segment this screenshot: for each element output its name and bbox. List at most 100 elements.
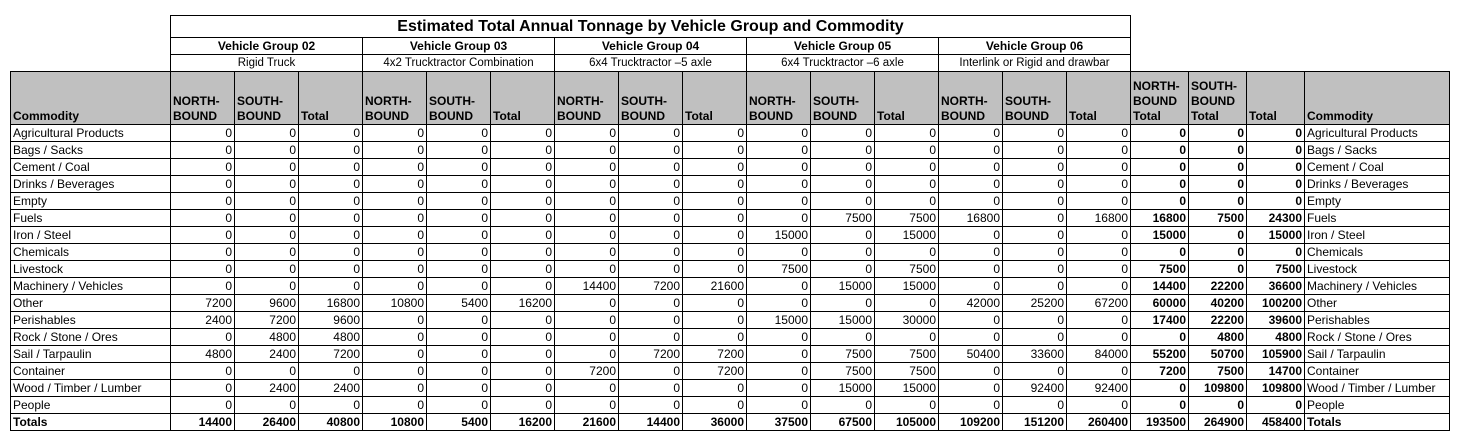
commodity-cell: Wood / Timber / Lumber xyxy=(10,379,171,397)
value-cell: 26400 xyxy=(234,413,299,431)
value-cell: 0 xyxy=(938,311,1003,329)
commodity-cell: Container xyxy=(10,362,171,380)
value-cell: 0 xyxy=(874,243,939,261)
value-cell: 105000 xyxy=(874,413,939,431)
commodity-cell-right: Bags / Sacks xyxy=(1304,141,1450,159)
header-southbound: SOUTH- BOUND xyxy=(618,71,683,125)
value-cell: 0 xyxy=(170,175,235,193)
value-cell: 0 xyxy=(1002,124,1067,142)
table-row: People 0 0 0 0 0 0 0 0 0 0 0 0 0 0 0 0 0 0 People xyxy=(10,396,1450,414)
value-cell: 0 xyxy=(554,311,619,329)
commodity-cell: Totals xyxy=(10,413,171,431)
value-cell: 0 xyxy=(682,243,747,261)
value-cell: 0 xyxy=(682,311,747,329)
table-row: Drinks / Beverages 0 0 0 0 0 0 0 0 0 0 0 0 0 0 0 0 0 0 Drin… xyxy=(10,175,1450,193)
table-title: Estimated Total Annual Tonnage by Vehicl… xyxy=(170,15,1131,38)
value-cell: 0 xyxy=(490,328,555,346)
value-cell: 21600 xyxy=(682,277,747,295)
value-cell: 0 xyxy=(554,379,619,397)
value-cell: 0 xyxy=(554,396,619,414)
value-cell: 0 xyxy=(170,243,235,261)
value-cell: 0 xyxy=(618,294,683,312)
value-cell: 0 xyxy=(938,226,1003,244)
value-cell: 0 xyxy=(746,396,811,414)
value-cell: 5400 xyxy=(426,294,491,312)
value-cell: 0 xyxy=(554,175,619,193)
value-cell: 0 xyxy=(298,124,363,142)
value-cell: 0 xyxy=(746,379,811,397)
value-cell: 15000 xyxy=(810,311,875,329)
total-cell: 0 xyxy=(1130,141,1189,159)
value-cell: 0 xyxy=(362,260,427,278)
value-cell: 0 xyxy=(426,362,491,380)
value-cell: 2400 xyxy=(234,379,299,397)
value-cell: 0 xyxy=(554,141,619,159)
value-cell: 92400 xyxy=(1002,379,1067,397)
value-cell: 15000 xyxy=(810,379,875,397)
total-cell: 0 xyxy=(1188,226,1247,244)
value-cell: 7500 xyxy=(746,260,811,278)
total-cell: 0 xyxy=(1246,158,1305,176)
value-cell: 67200 xyxy=(1066,294,1131,312)
value-cell: 14400 xyxy=(554,277,619,295)
value-cell: 0 xyxy=(426,158,491,176)
value-cell: 0 xyxy=(1002,175,1067,193)
value-cell: 260400 xyxy=(1066,413,1131,431)
value-cell: 0 xyxy=(810,192,875,210)
value-cell: 0 xyxy=(490,209,555,227)
value-cell: 0 xyxy=(362,141,427,159)
value-cell: 0 xyxy=(170,277,235,295)
header-southbound: SOUTH- BOUND xyxy=(1002,71,1067,125)
group-name: Vehicle Group 05 xyxy=(746,37,939,55)
value-cell: 9600 xyxy=(298,311,363,329)
header-total: Total xyxy=(682,71,747,125)
commodity-cell-right: Fuels xyxy=(1304,209,1450,227)
total-cell: 458400 xyxy=(1246,413,1305,431)
commodity-cell-right: Sail / Tarpaulin xyxy=(1304,345,1450,363)
value-cell: 2400 xyxy=(298,379,363,397)
value-cell: 0 xyxy=(490,124,555,142)
value-cell: 0 xyxy=(362,243,427,261)
value-cell: 0 xyxy=(938,192,1003,210)
value-cell: 92400 xyxy=(1066,379,1131,397)
value-cell: 0 xyxy=(554,294,619,312)
total-cell: 15000 xyxy=(1130,226,1189,244)
value-cell: 0 xyxy=(362,226,427,244)
value-cell: 15000 xyxy=(810,277,875,295)
header-southbound: SOUTH- BOUND xyxy=(234,71,299,125)
value-cell: 0 xyxy=(490,175,555,193)
value-cell: 0 xyxy=(298,192,363,210)
value-cell: 0 xyxy=(938,396,1003,414)
value-cell: 0 xyxy=(1066,243,1131,261)
value-cell: 0 xyxy=(810,226,875,244)
value-cell: 0 xyxy=(938,277,1003,295)
value-cell: 0 xyxy=(1002,226,1067,244)
header-southbound-total: SOUTH- BOUND Total xyxy=(1188,71,1247,125)
table-row: Other 7200 9600 16800 10800 5400 16200 0 0 0 0 0 0 42… xyxy=(10,294,1450,312)
value-cell: 0 xyxy=(554,192,619,210)
value-cell: 7200 xyxy=(618,345,683,363)
header-northbound-total: NORTH- BOUND Total xyxy=(1130,71,1189,125)
blank-cell xyxy=(10,54,171,72)
value-cell: 0 xyxy=(682,175,747,193)
value-cell: 0 xyxy=(1002,396,1067,414)
value-cell: 0 xyxy=(618,209,683,227)
commodity-cell-right: Perishables xyxy=(1304,311,1450,329)
table-row: Empty 0 0 0 0 0 0 0 0 0 0 0 0 0 0 0 0 0 0 Empty xyxy=(10,192,1450,210)
value-cell: 9600 xyxy=(234,294,299,312)
commodity-cell: Livestock xyxy=(10,260,171,278)
total-cell: 22200 xyxy=(1188,277,1247,295)
value-cell: 0 xyxy=(234,396,299,414)
header-total: Total xyxy=(490,71,555,125)
value-cell: 0 xyxy=(618,192,683,210)
total-cell: 7200 xyxy=(1130,362,1189,380)
total-cell: 0 xyxy=(1188,175,1247,193)
commodity-cell: Rock / Stone / Ores xyxy=(10,328,171,346)
value-cell: 0 xyxy=(938,260,1003,278)
header-southbound: SOUTH- BOUND xyxy=(426,71,491,125)
commodity-cell-right: Rock / Stone / Ores xyxy=(1304,328,1450,346)
value-cell: 0 xyxy=(618,124,683,142)
value-cell: 0 xyxy=(234,243,299,261)
value-cell: 15000 xyxy=(874,277,939,295)
value-cell: 0 xyxy=(426,328,491,346)
